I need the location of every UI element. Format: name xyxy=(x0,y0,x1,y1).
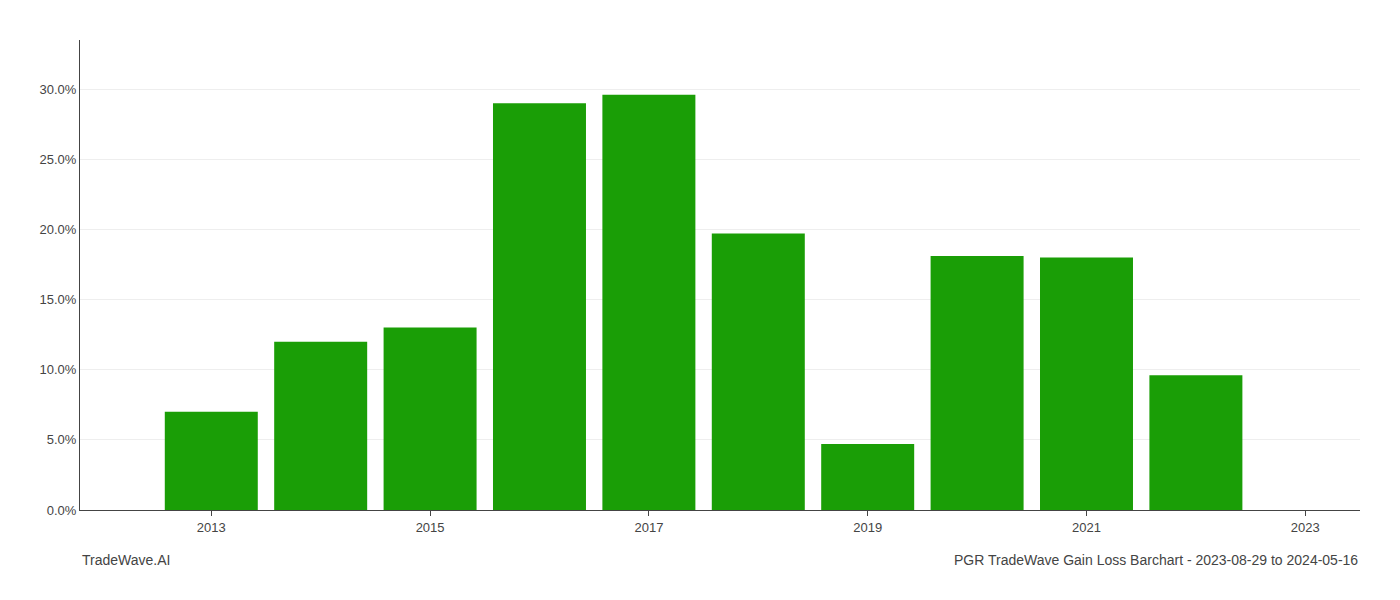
svg-text:2021: 2021 xyxy=(1072,520,1101,535)
svg-text:2013: 2013 xyxy=(197,520,226,535)
svg-text:10.0%: 10.0% xyxy=(40,362,77,377)
svg-text:2015: 2015 xyxy=(416,520,445,535)
svg-text:PGR TradeWave Gain Loss Barcha: PGR TradeWave Gain Loss Barchart - 2023-… xyxy=(954,552,1358,568)
svg-text:2019: 2019 xyxy=(853,520,882,535)
svg-text:25.0%: 25.0% xyxy=(40,152,77,167)
svg-text:TradeWave.AI: TradeWave.AI xyxy=(82,552,170,568)
svg-text:15.0%: 15.0% xyxy=(40,292,77,307)
svg-text:30.0%: 30.0% xyxy=(40,82,77,97)
svg-text:20.0%: 20.0% xyxy=(40,222,77,237)
svg-text:2023: 2023 xyxy=(1291,520,1320,535)
svg-text:5.0%: 5.0% xyxy=(47,432,77,447)
svg-text:0.0%: 0.0% xyxy=(47,503,77,518)
svg-text:2017: 2017 xyxy=(634,520,663,535)
